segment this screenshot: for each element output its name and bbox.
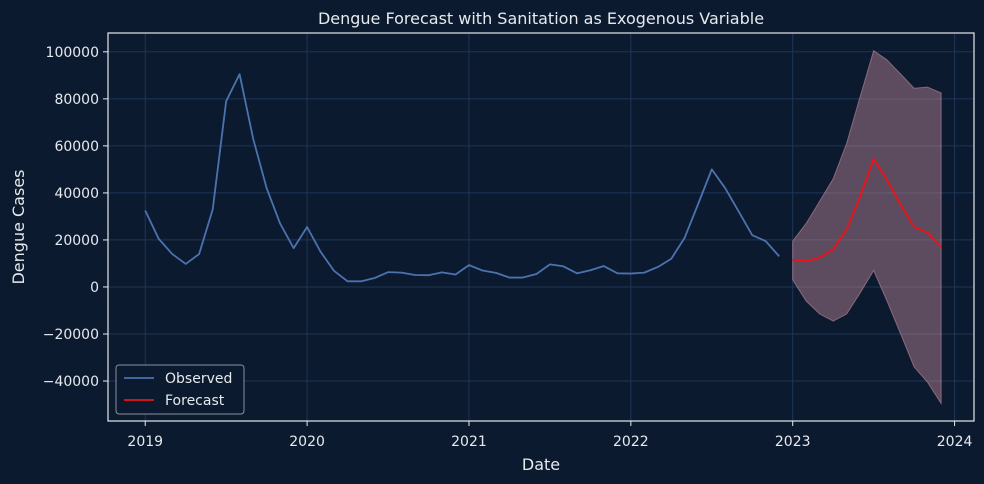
confidence-band xyxy=(792,49,942,406)
observed-line xyxy=(144,73,780,283)
y-tick-label: 80000 xyxy=(54,92,99,108)
x-tick-label: 2019 xyxy=(127,434,163,450)
grid-lines xyxy=(108,33,974,421)
legend-forecast-label: Forecast xyxy=(165,393,225,409)
x-tick-label: 2022 xyxy=(613,434,649,450)
legend: Observed Forecast xyxy=(115,364,245,415)
confidence-band-group xyxy=(792,49,942,406)
x-tick-label: 2021 xyxy=(451,434,487,450)
y-tick-label: −40000 xyxy=(43,374,99,390)
x-tick-label: 2024 xyxy=(937,434,973,450)
series-lines xyxy=(144,73,942,283)
chart-title: Dengue Forecast with Sanitation as Exoge… xyxy=(318,9,764,28)
y-tick-label: 100000 xyxy=(46,45,99,61)
plot-frame xyxy=(107,32,975,422)
forecast-line xyxy=(792,157,942,263)
y-tick-label: 0 xyxy=(90,280,99,296)
y-tick-label: −20000 xyxy=(43,327,99,343)
y-tick-label: 60000 xyxy=(54,139,99,155)
x-axis-label: Date xyxy=(522,455,560,474)
x-tick-label: 2020 xyxy=(289,434,325,450)
x-axis-ticks: 2019 2020 2021 2022 2023 2024 xyxy=(127,421,972,450)
x-tick-label: 2023 xyxy=(775,434,811,450)
legend-observed-label: Observed xyxy=(165,371,232,387)
y-tick-label: 40000 xyxy=(54,186,99,202)
y-axis-label: Dengue Cases xyxy=(9,169,28,284)
y-tick-label: 20000 xyxy=(54,233,99,249)
y-axis-ticks: −40000 −20000 0 20000 40000 60000 80000 100000 xyxy=(43,45,108,390)
